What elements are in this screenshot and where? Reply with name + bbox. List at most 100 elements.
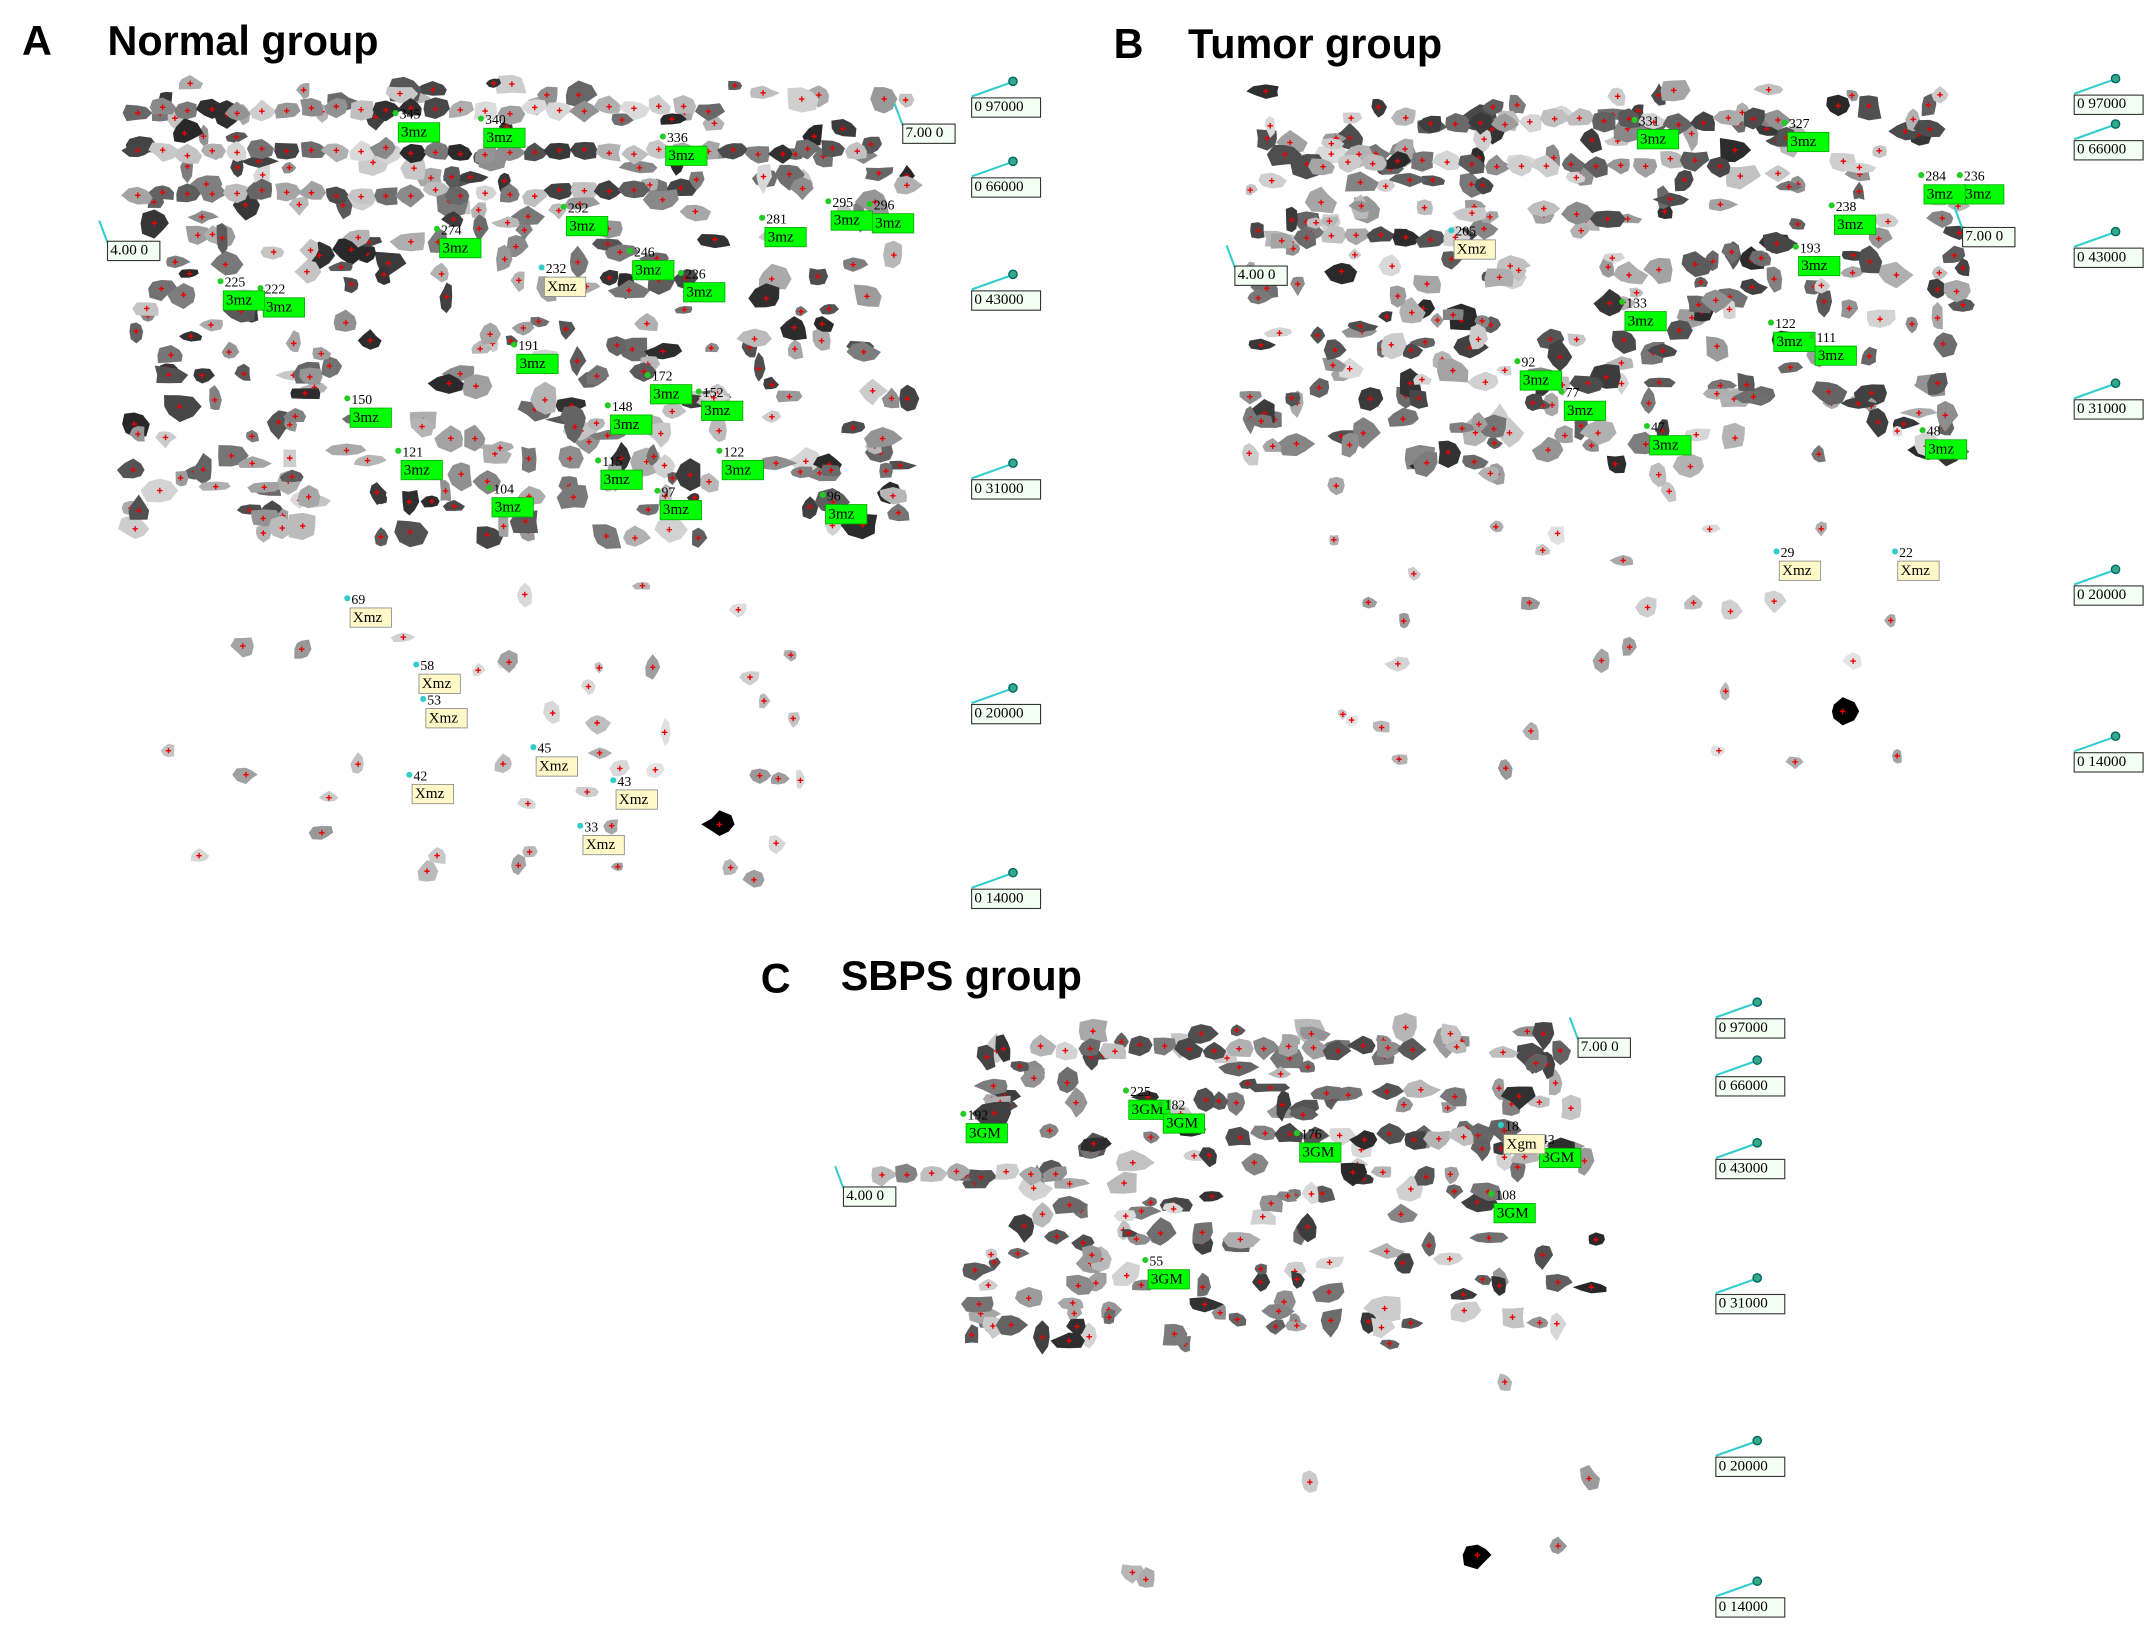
spot-cross [419,423,425,430]
spot-cross [1064,1079,1071,1086]
marker-box [1577,1037,1631,1058]
spot-cross [1514,1164,1521,1170]
spot-cross [1474,1552,1481,1558]
spot-cross [786,393,793,400]
spot-cross [473,383,479,389]
spot-cross [1424,281,1430,287]
gel-spot [1409,337,1436,349]
spot-cross [1585,380,1592,387]
spot-cross [446,380,452,387]
spot-cross [1528,728,1534,734]
mw-marker: 0 14000 [2077,753,2126,770]
spot-tag-box [411,784,454,805]
spot-cross [133,328,139,335]
gel-spot [1386,151,1412,170]
spot-cross [411,165,417,171]
spot-cross [1953,288,1960,295]
gel-spot [1267,1066,1292,1079]
spot-cross [656,103,662,110]
spot-tag: 3mz [495,498,521,515]
spot-cross [786,171,793,178]
spot-cross [487,331,493,338]
spot-cross [1468,181,1475,188]
gel-spot [1565,107,1596,126]
spot-pin [695,388,702,395]
spot-cross [631,151,637,157]
spot-pin [677,269,684,276]
gel-spot [648,94,671,115]
gel-spot [238,456,272,469]
gel-spot [1402,342,1424,360]
spot-cross [1775,170,1781,177]
spot-cross [617,765,623,772]
spot-cross [799,185,806,192]
spot-tag: 3mz [834,212,860,229]
spot-cross [196,852,202,859]
gel-spot [758,263,792,290]
spot-cross [305,494,312,500]
gel-spot [423,140,451,160]
spot-cross [1739,109,1746,116]
spot-cross [586,439,592,445]
spot-cross [1313,219,1319,226]
spot-cross [1310,1045,1317,1051]
spot-pin [433,225,440,232]
spot-cross [751,877,757,883]
gel-spot [543,182,575,201]
gel-spot [1521,596,1541,611]
gel-spot [1274,1122,1304,1143]
spot-cross [1514,102,1520,108]
spot-cross [1333,483,1339,489]
mw-marker: 0 31000 [1719,1295,1768,1312]
spot-cross [397,90,403,97]
spot-cross [792,346,798,352]
marker-dot [1008,269,1018,280]
mw-marker: 0 43000 [2077,248,2126,265]
spot-pin [538,264,545,271]
spot-cross [1308,1191,1315,1197]
spot-cross [211,397,218,403]
marker-lead [1715,1060,1755,1077]
spot-cross [1644,604,1651,611]
spot-cross [1357,323,1364,329]
spot-cross [1294,281,1301,287]
spot-pin [644,371,651,379]
spot-tag-box [825,504,868,525]
spot-cross [406,499,413,505]
spot-number: 96 [827,488,841,503]
spot-cross [904,395,911,402]
spot-cross [1936,270,1943,276]
spot-cross [1320,163,1326,170]
spot-cross [596,665,603,671]
spot-tag: 3mz [487,129,513,146]
spot-cross [1446,1256,1453,1262]
spot-cross [1479,1276,1486,1283]
gel-spot [1533,1245,1554,1270]
spot-cross [1073,1099,1079,1106]
spot-cross [228,453,235,459]
spot-pin [1122,1087,1130,1094]
gel-spot [1643,257,1673,285]
spot-cross [1087,1045,1093,1052]
gel-spot [1146,1217,1177,1246]
spot-number: 104 [493,482,514,497]
gel-spot [1412,451,1438,477]
spot-cross [1589,137,1595,143]
spot-cross [525,213,531,220]
spot-number: 236 [1964,169,1985,184]
spot-cross [1408,347,1414,353]
spot-tag-box [1798,256,1841,277]
spot-cross [260,530,267,536]
spot-cross [1646,400,1652,407]
spot-pin [344,595,351,602]
spot-cross [581,187,588,194]
spot-cross [1284,1193,1291,1199]
spot-cross [1170,1206,1177,1212]
spot-cross [1138,1208,1145,1214]
spot-tag: 3mz [1628,312,1654,329]
spot-cross [1909,321,1915,327]
spot-cross [1369,161,1376,167]
spot-cross [1264,285,1270,291]
spot-cross [861,349,867,355]
gel-spot [166,255,191,269]
